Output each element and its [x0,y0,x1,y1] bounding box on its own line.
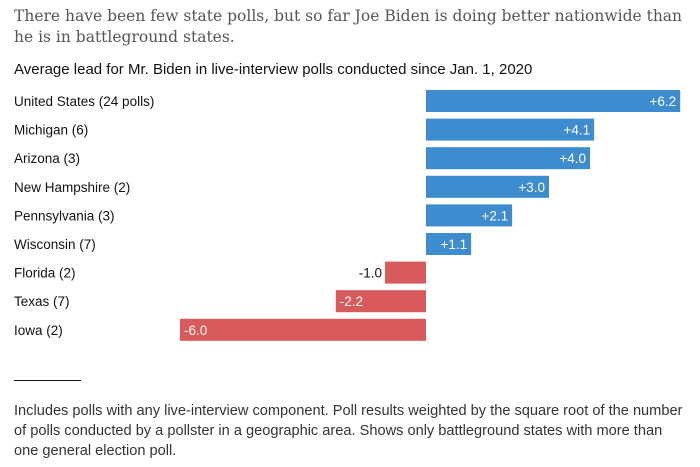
value-label: -6.0 [184,323,207,338]
category-label: Michigan (6) [14,123,88,138]
value-label: +4.1 [563,123,590,138]
value-label: +4.0 [559,151,586,166]
chart-title: Average lead for Mr. Biden in live-inter… [14,61,533,78]
subtitle: There have been few state polls, but so … [14,7,683,46]
bar [426,147,590,170]
value-label: +1.1 [440,237,467,252]
category-label: Pennsylvania (3) [14,208,115,223]
category-label: Florida (2) [14,266,76,281]
value-label: +2.1 [481,208,508,223]
bar [426,118,595,141]
bar [335,290,426,313]
value-label: +3.0 [518,180,545,195]
category-label: Texas (7) [14,294,70,309]
category-label: Arizona (3) [14,151,80,166]
category-label: United States (24 polls) [14,94,154,109]
footnote: Includes polls with any live-interview c… [14,403,683,459]
category-label: New Hampshire (2) [14,180,130,195]
bar [426,90,681,112]
bar [426,233,472,255]
cut-off-headline [14,0,434,1]
category-label: Wisconsin (7) [14,237,96,252]
value-label: +6.2 [650,94,677,109]
bar [180,318,426,341]
category-label: Iowa (2) [14,323,63,338]
bar [426,175,549,198]
value-label: -2.2 [340,294,363,309]
divider-rule [14,380,81,381]
bar-chart: United States (24 polls) +6.2 Michigan (6)… [14,90,681,341]
bar [385,261,426,284]
bar [426,204,513,227]
value-label: -1.0 [359,266,382,281]
